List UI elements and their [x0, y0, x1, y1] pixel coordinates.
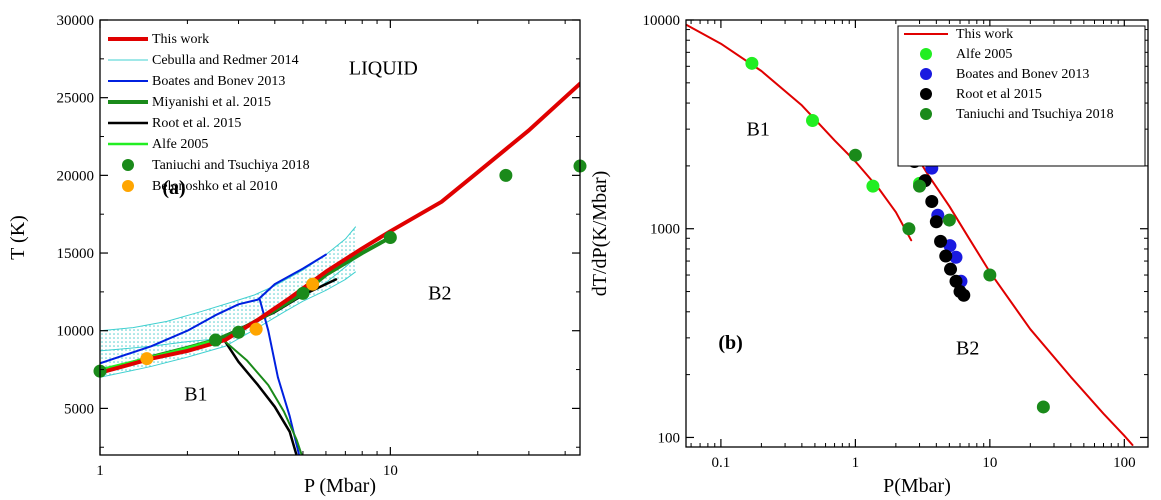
panel-label: (b) [718, 332, 742, 354]
legend-box [897, 25, 1146, 167]
region-label-b2: B2 [428, 283, 451, 305]
region-label-liquid: LIQUID [349, 57, 418, 79]
y-tick-label: 10000 [643, 13, 681, 29]
x-tick-label: 1 [96, 463, 104, 479]
marker-belonoshko-et-al-2010 [140, 352, 154, 366]
band-lower-edge [100, 271, 357, 378]
marker-taniuchi-and-tsuchiya-2018 [942, 213, 956, 227]
marker-root-et-al-2015 [934, 234, 948, 248]
legend-label-taniuchi-and-tsuchiya-2018: Taniuchi and Tsuchiya 2018 [956, 107, 1114, 122]
marker-root-et-al-2015 [925, 195, 939, 209]
y-tick-label: 20000 [57, 168, 95, 184]
series-line-this-work-b1 [686, 23, 913, 242]
panel-b: 0.1 1 10 100 100 1000 10000 P(Mbar) dT/dP(K/Mbar… [589, 13, 1149, 497]
legend-label-alfe-2005: Alfe 2005 [152, 137, 208, 152]
marker-taniuchi-and-tsuchiya-2018 [1036, 400, 1050, 414]
marker-taniuchi-and-tsuchiya-2018 [232, 325, 246, 339]
legend-label-boates-and-bonev-2013: Boates and Bonev 2013 [152, 74, 285, 89]
axes-frame [99, 19, 581, 456]
panel-label: (a) [162, 177, 185, 199]
y-tick-label: 30000 [57, 13, 95, 29]
axes-frame [685, 19, 1149, 448]
y-axis-label: dT/dP(K/Mbar) [589, 171, 611, 297]
y-tick-label: 1000 [650, 222, 680, 238]
y-tick-label: 15000 [57, 246, 95, 262]
region-label-b2: B2 [956, 337, 979, 359]
x-tick-label: 10 [383, 463, 398, 479]
marker-root-et-al-2015 [939, 249, 953, 263]
marker-root-et-al-2015 [957, 288, 971, 302]
marker-belonoshko-et-al-2010 [306, 277, 320, 291]
marker-taniuchi-and-tsuchiya-2018 [296, 286, 310, 300]
legend-swatch-boates-and-bonev-2013 [920, 68, 932, 80]
legend-label-root-et-al-2015: Root et al 2015 [956, 87, 1042, 102]
legend-label-taniuchi-and-tsuchiya-2018: Taniuchi and Tsuchiya 2018 [152, 158, 310, 173]
x-tick-label: 0.1 [712, 455, 731, 471]
marker-root-et-al-2015 [944, 262, 958, 276]
marker-taniuchi-and-tsuchiya-2018 [499, 168, 513, 182]
series-line-alfe-2005 [100, 338, 217, 371]
y-tick-label: 5000 [64, 401, 94, 417]
marker-root-et-al-2015 [949, 274, 963, 288]
legend-swatch-root-et-al-2015 [920, 88, 932, 100]
legend-label-cebulla-and-redmer-2014: Cebulla and Redmer 2014 [152, 53, 299, 68]
legend-label-this-work: This work [152, 32, 209, 47]
marker-taniuchi-and-tsuchiya-2018 [209, 333, 223, 347]
marker-boates-and-bonev-2013 [949, 250, 963, 264]
uncertainty-band [100, 226, 356, 378]
marker-taniuchi-and-tsuchiya-2018 [383, 231, 397, 244]
marker-alfe-2005 [866, 179, 880, 193]
series-line-this-work [100, 81, 580, 375]
series-line-boates-and-bonev-2013 [100, 253, 327, 365]
y-axis-label: T (K) [7, 215, 29, 260]
series-line-root-et-al-2015-b1-b2 [223, 340, 298, 455]
legend-swatch-belonoshko-et-al-2010 [122, 180, 134, 192]
y-tick-label: 25000 [57, 91, 95, 107]
x-tick-label: 10 [982, 455, 997, 471]
legend: This work Cebulla and Redmer 2014 Boates a… [108, 32, 310, 194]
x-axis-label: P(Mbar) [883, 475, 951, 497]
legend-swatch-alfe-2005 [920, 48, 932, 60]
legend-swatch-taniuchi-and-tsuchiya-2018 [920, 108, 932, 120]
legend-swatch-taniuchi-and-tsuchiya-2018 [122, 159, 134, 171]
series-line-miyanishi-et-al-2015-b1-b2 [224, 340, 303, 455]
series-line-this-work-b2 [912, 150, 1134, 446]
band-upper-edge [100, 226, 357, 332]
marker-taniuchi-and-tsuchiya-2018 [913, 179, 927, 193]
x-tick-label: 1 [852, 455, 860, 471]
legend-label-miyanishi-et-al-2015: Miyanishi et al. 2015 [152, 95, 271, 110]
region-label-b1: B1 [184, 384, 207, 406]
x-tick-label: 100 [1113, 455, 1136, 471]
marker-taniuchi-and-tsuchiya-2018 [848, 148, 862, 162]
marker-alfe-2005 [806, 113, 820, 127]
region-label-b1: B1 [747, 118, 770, 140]
plot-area [686, 23, 1134, 446]
legend: This work Alfe 2005 Boates and Bonev 2013 R… [897, 25, 1146, 167]
marker-belonoshko-et-al-2010 [249, 322, 263, 336]
marker-taniuchi-and-tsuchiya-2018 [983, 268, 997, 282]
x-axis-label: P (Mbar) [304, 475, 376, 497]
legend-label-root-et-al-2015: Root et al. 2015 [152, 116, 241, 131]
legend-label-alfe-2005: Alfe 2005 [956, 47, 1012, 62]
y-tick-label: 10000 [57, 324, 95, 340]
marker-root-et-al-2015 [929, 215, 943, 229]
y-tick-label: 100 [658, 430, 681, 446]
marker-taniuchi-and-tsuchiya-2018 [902, 222, 916, 236]
legend-label-belonoshko-et-al-2010: Belonoshko et al 2010 [152, 179, 278, 194]
legend-label-boates-and-bonev-2013: Boates and Bonev 2013 [956, 67, 1089, 82]
marker-alfe-2005 [745, 56, 759, 70]
panel-a: 1 10 5000 10000 15000 20000 25000 30000 P (Mbar)… [7, 13, 587, 497]
legend-label-this-work: This work [956, 27, 1013, 42]
